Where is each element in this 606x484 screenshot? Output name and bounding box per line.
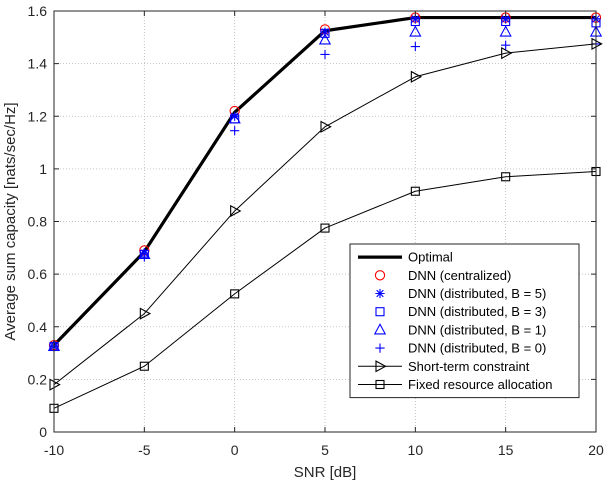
plus-marker [320,49,330,60]
circle-marker [374,270,386,281]
triangle-marker [228,112,241,124]
series-6 [49,37,603,391]
x-tick-label: 10 [408,442,424,458]
asterisk-marker [230,111,240,121]
series-1 [48,12,602,351]
y-tick-label: 0.6 [28,266,48,282]
y-tick-label: 1.6 [28,3,48,19]
x-tick-label: 20 [588,442,604,458]
legend: Optimal DNN (centralized) DNN (distributed… [349,243,580,399]
x-tick-label: 5 [321,442,329,458]
asterisk-marker [375,288,385,299]
triangle-right-marker [139,307,152,320]
series-line [53,171,597,409]
triangle-marker [318,33,332,45]
square-marker [320,28,330,38]
y-tick-label: 1.2 [28,108,48,124]
y-tick-label: 0.8 [28,214,48,230]
plus-marker [501,40,511,50]
square-marker [501,172,511,182]
asterisk-marker [410,14,420,24]
plus-marker [375,343,385,353]
asterisk-marker [501,14,511,24]
legend-box [349,243,580,399]
square-marker [375,379,385,390]
x-tick-label: 15 [498,442,514,458]
series-line [53,43,597,386]
legend-entry-label: DNN (distributed, B = 5) [408,286,546,301]
square-marker [375,307,385,317]
plus-marker [230,126,240,136]
legend-entry-label: DNN (distributed, B = 1) [408,322,546,337]
triangle-marker [499,25,512,37]
triangle-right-marker [230,204,242,218]
triangle-right-marker [410,70,423,83]
legend-entry-label: DNN (distributed, B = 0) [408,341,546,356]
triangle-right-marker [591,37,603,51]
square-marker [320,223,330,233]
y-axis-title: Average sum capacity [nats/sec/Hz] [2,102,19,340]
square-marker [410,186,420,196]
y-tick-label: 0.4 [28,319,48,335]
x-tick-label: -5 [138,442,151,458]
grid [54,11,596,432]
y-tick-label: 1 [39,161,47,177]
y-tick-label: 1.4 [28,56,48,72]
x-tick-label: -10 [44,442,64,458]
square-marker [230,289,240,299]
plus-marker [410,41,420,52]
legend-entry-label: Optimal [408,250,453,265]
triangle-marker [409,25,422,37]
x-tick-label: 0 [231,442,239,458]
legend-entry-label: Short-term constraint [408,359,530,374]
legend-entry-label: DNN (distributed, B = 3) [408,304,546,319]
plus-marker [139,252,149,262]
triangle-right-marker [375,360,387,373]
triangle-marker [373,323,387,335]
triangle-right-marker [501,46,513,60]
y-tick-label: 0.2 [28,371,48,387]
triangle-right-marker [320,120,332,133]
asterisk-marker [320,27,330,37]
x-axis-title: SNR [dB] [294,464,357,481]
ticks: -10 -5 0 5 10 15 20 0 0.2 0.4 0.6 0.8 1 1.2 1.4 1.6 [28,3,604,458]
legend-entry-label: DNN (centralized) [408,268,511,283]
y-tick-label: 0 [39,424,47,440]
legend-entry-label: Fixed resource allocation [408,377,553,392]
triangle-right-marker [49,378,61,391]
square-marker [139,361,149,371]
